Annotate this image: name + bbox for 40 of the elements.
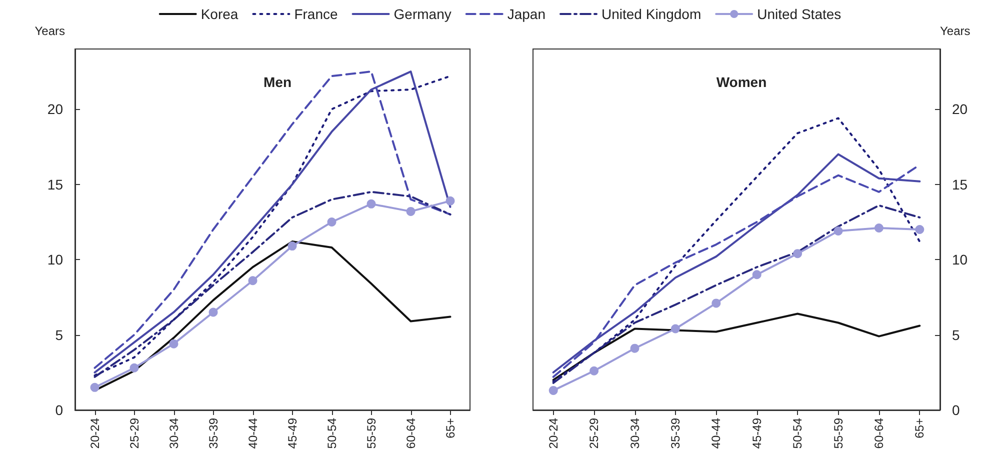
x-tick-label: 60-64 [404,418,418,449]
y-tick-label: 10 [952,252,968,268]
x-tick-label: 20-24 [88,418,102,449]
x-tick-label: 35-39 [668,418,682,449]
y-tick-label: 20 [952,101,968,118]
y-tick-label: 5 [55,326,64,343]
x-tick-label: 55-59 [831,418,846,449]
x-tick-label: 35-39 [206,418,220,449]
x-tick-label: 25-29 [127,418,142,449]
legend-label: France [294,6,338,22]
y-tick-label: 10 [47,252,64,268]
y-tick-label: 0 [55,402,64,418]
y-tick-label: 15 [952,176,968,192]
text: Men [264,74,292,90]
legend-label: United States [757,6,842,22]
y-tick-label: 15 [47,176,64,192]
y-axis-title: Years [34,24,65,38]
x-tick-label: 60-64 [872,418,886,449]
x-tick-label: 25-29 [587,418,602,449]
x-tick-label: 40-44 [246,418,260,449]
legend-label: Germany [394,6,452,22]
x-tick-label: 45-49 [285,418,300,449]
x-tick-label: 50-54 [324,418,339,449]
y-tick-label: 0 [952,402,960,418]
text: Women [716,74,767,90]
legend-label: Korea [200,6,238,22]
legend-label: Japan [507,6,546,22]
x-tick-label: 65+ [912,418,927,438]
legend-label: United Kingdom [601,6,702,22]
y-tick-label: 20 [47,101,64,118]
x-tick-label: 65+ [443,418,458,438]
y-axis-title: Years [940,24,970,38]
x-tick-label: 40-44 [709,418,724,449]
x-tick-label: 55-59 [364,418,378,449]
x-tick-label: 45-49 [750,418,764,449]
x-tick-label: 30-34 [628,418,642,449]
x-tick-label: 20-24 [546,418,560,449]
y-tick-label: 5 [952,326,960,343]
x-tick-label: 30-34 [166,418,181,449]
x-tick-label: 50-54 [790,418,805,449]
